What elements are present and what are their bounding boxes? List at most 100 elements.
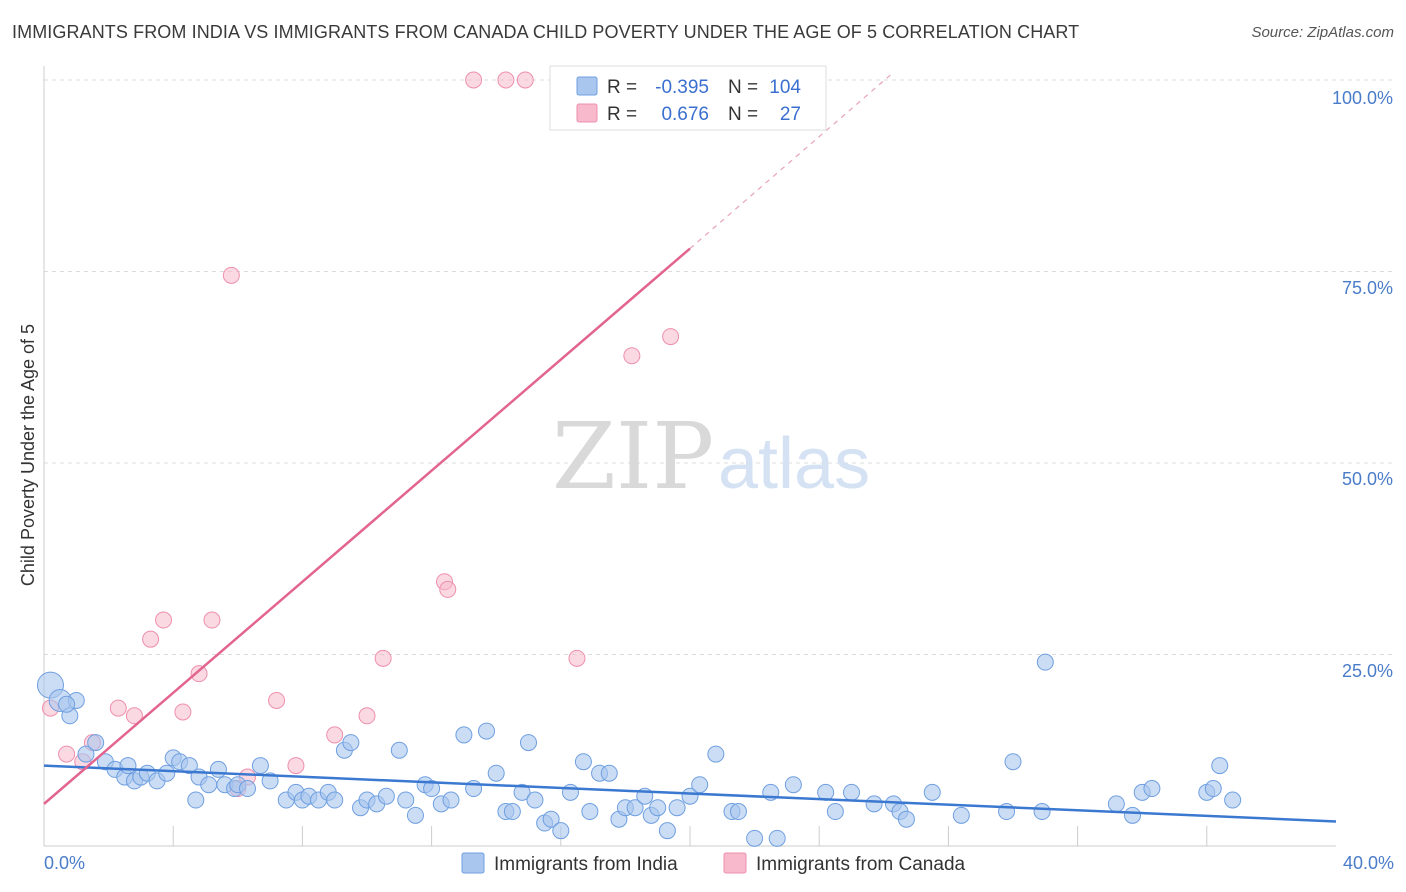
india-point <box>658 822 676 840</box>
chart-title: IMMIGRANTS FROM INDIA VS IMMIGRANTS FROM… <box>12 22 1080 42</box>
india-point <box>691 776 709 794</box>
india-point <box>503 803 521 821</box>
india-point <box>574 753 592 771</box>
india-point <box>668 799 686 817</box>
india-point <box>729 803 747 821</box>
canada-trend-extension <box>689 71 894 249</box>
canada-point <box>623 347 641 365</box>
watermark-atlas: atlas <box>718 424 870 504</box>
india-point <box>478 722 496 740</box>
india-point <box>952 806 970 824</box>
india-point <box>542 810 560 828</box>
india-point <box>377 787 395 805</box>
india-point <box>390 741 408 759</box>
canada-point <box>287 757 305 775</box>
y-tick-25: 25.0% <box>1342 661 1393 681</box>
legend-india-r-value: -0.395 <box>655 77 709 98</box>
india-point <box>187 791 205 809</box>
india-point <box>826 803 844 821</box>
india-point <box>552 822 570 840</box>
y-axis-label: Child Poverty Under the Age of 5 <box>18 324 38 586</box>
india-point <box>77 745 95 763</box>
india-point <box>526 791 544 809</box>
india-point <box>251 757 269 775</box>
canada-point <box>203 611 221 629</box>
india-point <box>238 780 256 798</box>
india-point <box>1124 806 1142 824</box>
india-point <box>865 795 883 813</box>
trend-lines <box>43 71 1337 823</box>
india-point <box>784 776 802 794</box>
india-point <box>87 734 105 752</box>
india-point <box>423 780 441 798</box>
india-point <box>342 734 360 752</box>
legend-canada-n-value: 27 <box>780 104 801 125</box>
india-point <box>600 764 618 782</box>
india-point <box>261 772 279 790</box>
legend-bottom-india-swatch <box>461 852 485 874</box>
india-point <box>209 760 227 778</box>
india-point <box>707 745 725 763</box>
india-points <box>36 653 1242 847</box>
india-point <box>897 810 915 828</box>
india-point <box>1033 803 1051 821</box>
watermark-zip: ZIP <box>552 403 714 510</box>
canada-point <box>439 580 457 598</box>
india-point <box>520 734 537 752</box>
canada-point <box>268 691 286 709</box>
legend-india-swatch <box>576 76 598 96</box>
y-tick-labels: 25.0% 50.0% 75.0% 100.0% <box>1332 88 1393 681</box>
india-point <box>768 829 786 847</box>
canada-point <box>222 266 240 284</box>
canada-point <box>326 726 344 744</box>
legend-canada-r-label: R = <box>607 104 637 125</box>
y-tick-100: 100.0% <box>1332 88 1393 108</box>
source-label: Source: ZipAtlas.com <box>1251 24 1394 41</box>
canada-trend-line <box>43 247 691 805</box>
india-point <box>200 776 218 794</box>
india-point <box>326 791 344 809</box>
canada-point <box>358 707 376 725</box>
india-point <box>1204 780 1222 798</box>
india-point <box>406 806 424 824</box>
legend-canada-swatch <box>576 103 598 123</box>
india-trend-line <box>43 764 1337 823</box>
legend-bottom-canada-label: Immigrants from Canada <box>756 854 966 875</box>
canada-point <box>142 630 160 648</box>
canada-point <box>190 665 208 683</box>
india-point <box>1224 791 1242 809</box>
x-tick-min: 0.0% <box>44 853 85 873</box>
canada-point <box>125 707 143 725</box>
canada-point <box>465 71 483 89</box>
legend-india-r-label: R = <box>607 77 637 98</box>
legend-india-n-label: N = <box>728 77 758 98</box>
india-point <box>455 726 473 744</box>
legend-india-n-value: 104 <box>769 77 801 98</box>
canada-point <box>662 328 680 346</box>
x-tick-max: 40.0% <box>1343 853 1394 873</box>
india-point <box>442 791 460 809</box>
india-point <box>1004 753 1022 771</box>
india-point <box>1143 780 1161 798</box>
legend-top: R = -0.395 N = 104 R = 0.676 N = 27 <box>549 65 827 131</box>
canada-point <box>497 71 515 89</box>
legend-canada-r-value: 0.676 <box>661 104 709 125</box>
india-point <box>513 783 531 801</box>
india-point <box>119 757 137 775</box>
india-point <box>58 695 76 713</box>
india-point <box>581 803 599 821</box>
india-point <box>923 783 941 801</box>
canada-point <box>155 611 173 629</box>
canada-point <box>174 703 192 721</box>
gridlines <box>44 79 1392 655</box>
india-point <box>626 799 644 817</box>
india-point <box>649 799 667 817</box>
india-point <box>1211 757 1229 775</box>
india-point <box>746 829 764 847</box>
canada-point <box>568 649 586 667</box>
india-point <box>1036 653 1054 671</box>
india-point <box>1107 795 1125 813</box>
watermark: ZIP atlas <box>552 403 870 510</box>
india-point <box>561 783 579 801</box>
y-tick-50: 50.0% <box>1342 469 1393 489</box>
